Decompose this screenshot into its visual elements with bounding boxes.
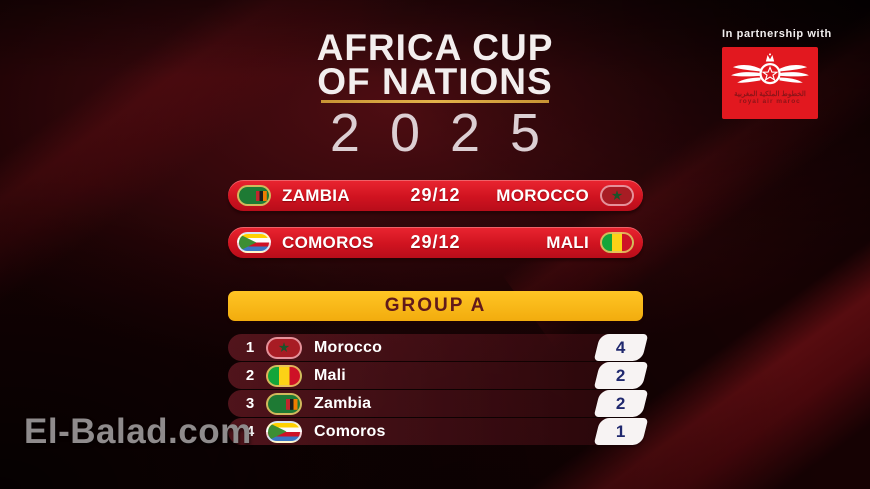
points-value: 2 [616, 365, 626, 385]
fixture-bar-comoros-mali: COMOROS 29/12 MALI [228, 227, 643, 258]
points-value: 1 [616, 421, 626, 441]
team-name: Morocco [314, 338, 383, 356]
points-badge: 2 [593, 390, 649, 417]
zambia-flag-icon [266, 392, 302, 415]
team-name: Zambia [314, 394, 372, 412]
fixture-date: 29/12 [410, 185, 461, 205]
partner-logo-arabic-text: الخطوط الملكية المغربية [734, 91, 806, 98]
el-balad-watermark: El-Balad.com [24, 412, 252, 451]
points-badge: 2 [593, 362, 649, 389]
group-a-standings-table: 1 Morocco 4 2 Mali 2 3 Zambia [228, 334, 649, 445]
points-badge: 4 [593, 334, 649, 361]
table-row: 3 Zambia 2 [228, 390, 649, 417]
points-badge: 1 [593, 418, 649, 445]
rank-number: 1 [245, 339, 255, 356]
table-row: 2 Mali 2 [228, 362, 649, 389]
team-name: Mali [314, 366, 346, 384]
morocco-flag-icon [600, 185, 634, 206]
royal-air-maroc-logo: الخطوط الملكية المغربية royal air maroc [722, 47, 818, 119]
table-row: 4 Comoros 1 [228, 418, 649, 445]
rank-number: 2 [245, 367, 255, 384]
mali-flag-icon [600, 232, 634, 253]
team-name: Comoros [314, 422, 386, 440]
comoros-flag-icon [266, 420, 302, 443]
fixture-date: 29/12 [410, 232, 461, 252]
partner-logo-latin-text: royal air maroc [739, 98, 801, 105]
group-a-header-label: GROUP A [384, 295, 487, 316]
royal-air-maroc-emblem-icon [731, 53, 809, 85]
mali-flag-icon [266, 364, 302, 387]
group-a-header: GROUP A [228, 291, 643, 321]
points-value: 2 [616, 393, 626, 413]
table-row: 1 Morocco 4 [228, 334, 649, 361]
rank-number: 3 [245, 395, 255, 412]
fixture-bar-zambia-morocco: ZAMBIA 29/12 MOROCCO [228, 180, 643, 211]
morocco-flag-icon [266, 336, 302, 359]
partnership-label: In partnership with [722, 28, 832, 40]
points-value: 4 [616, 337, 626, 357]
